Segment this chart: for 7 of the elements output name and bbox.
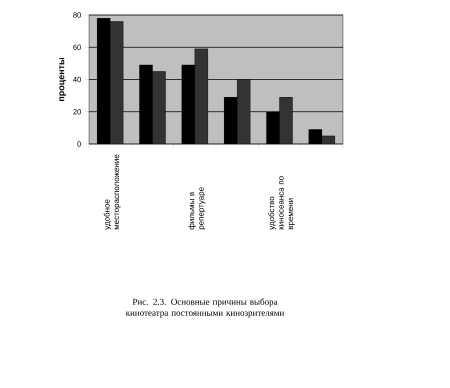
bar [110,21,124,144]
y-axis-title: проценты [59,58,66,102]
bar [236,79,250,144]
text: Рис. 2.3. Основные причины выбора кинотеатра постоянными кинозрителями [126,298,284,318]
bar [152,71,166,144]
bar [194,48,208,144]
bar [279,97,293,144]
